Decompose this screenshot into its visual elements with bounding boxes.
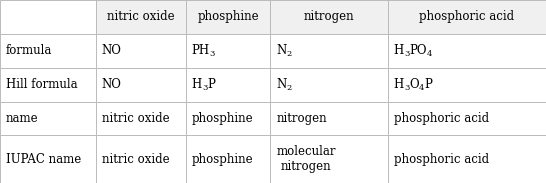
Text: O: O <box>410 78 419 91</box>
Bar <box>0 0 96 34</box>
Text: phosphine: phosphine <box>192 153 253 166</box>
Text: nitrogen: nitrogen <box>304 10 354 23</box>
Text: 2: 2 <box>287 84 292 92</box>
Text: 4: 4 <box>419 84 424 92</box>
Text: nitrogen: nitrogen <box>276 112 327 125</box>
Bar <box>388 0 546 34</box>
Bar <box>96 0 186 34</box>
Text: phosphoric acid: phosphoric acid <box>419 10 514 23</box>
Text: 3: 3 <box>202 84 207 92</box>
Bar <box>96 68 186 102</box>
Text: 4: 4 <box>427 50 432 58</box>
Bar <box>0 68 96 102</box>
Bar <box>186 68 270 102</box>
Text: N: N <box>276 44 287 57</box>
Text: P: P <box>207 78 215 91</box>
Bar <box>96 102 186 135</box>
Bar <box>388 68 546 102</box>
Text: N: N <box>276 78 287 91</box>
Text: 3: 3 <box>404 84 410 92</box>
Text: NO: NO <box>102 78 121 91</box>
Text: nitric oxide: nitric oxide <box>107 10 174 23</box>
Text: 2: 2 <box>287 50 292 58</box>
Bar <box>270 102 388 135</box>
Text: phosphine: phosphine <box>192 112 253 125</box>
Bar <box>270 34 388 68</box>
Text: NO: NO <box>102 44 121 57</box>
Bar <box>0 34 96 68</box>
Bar <box>270 135 388 183</box>
Text: name: name <box>6 112 39 125</box>
Bar <box>186 34 270 68</box>
Text: phosphoric acid: phosphoric acid <box>394 112 489 125</box>
Bar <box>186 102 270 135</box>
Text: P: P <box>424 78 432 91</box>
Text: PH: PH <box>192 44 210 57</box>
Text: phosphoric acid: phosphoric acid <box>394 153 489 166</box>
Text: H: H <box>192 78 202 91</box>
Bar <box>270 0 388 34</box>
Text: H: H <box>394 44 404 57</box>
Text: molecular
nitrogen: molecular nitrogen <box>276 145 336 173</box>
Bar <box>388 34 546 68</box>
Text: phosphine: phosphine <box>197 10 259 23</box>
Bar <box>186 0 270 34</box>
Text: PO: PO <box>410 44 427 57</box>
Text: nitric oxide: nitric oxide <box>102 112 169 125</box>
Bar <box>0 135 96 183</box>
Bar <box>270 68 388 102</box>
Text: H: H <box>394 78 404 91</box>
Bar <box>388 102 546 135</box>
Text: IUPAC name: IUPAC name <box>6 153 81 166</box>
Text: Hill formula: Hill formula <box>6 78 78 91</box>
Text: nitric oxide: nitric oxide <box>102 153 169 166</box>
Text: 3: 3 <box>404 50 410 58</box>
Text: formula: formula <box>6 44 52 57</box>
Bar <box>388 135 546 183</box>
Bar <box>96 34 186 68</box>
Bar <box>0 102 96 135</box>
Bar <box>96 135 186 183</box>
Text: 3: 3 <box>210 50 215 58</box>
Bar <box>186 135 270 183</box>
